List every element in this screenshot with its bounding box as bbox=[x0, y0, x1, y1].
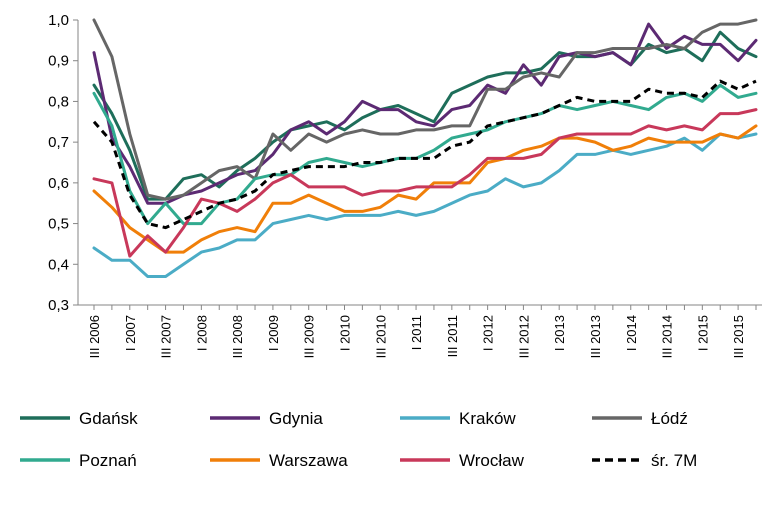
y-axis-ticks: 0,3 0,4 0,5 0,6 0,7 0,8 0,9 1,0 bbox=[48, 12, 78, 314]
x-tick-label: I 2007 bbox=[123, 315, 138, 351]
chart-axes bbox=[77, 20, 762, 306]
legend-item-4: Poznań bbox=[20, 451, 137, 470]
legend-item-3: Łódź bbox=[592, 409, 688, 428]
x-tick-label: I 2013 bbox=[552, 315, 567, 351]
x-tick-label: I 2015 bbox=[695, 315, 710, 351]
x-tick-label: I 2012 bbox=[481, 315, 496, 351]
legend-item-1: Gdynia bbox=[210, 409, 323, 428]
legend-label: Gdańsk bbox=[79, 409, 138, 428]
legend-label: Gdynia bbox=[269, 409, 323, 428]
legend-label: Łódź bbox=[651, 409, 688, 428]
legend-label: Poznań bbox=[79, 451, 137, 470]
series-line-3 bbox=[92, 18, 758, 201]
legend-item-6: Wrocław bbox=[400, 451, 525, 470]
x-tick-label: III 2007 bbox=[159, 315, 174, 358]
x-tick-label: III 2012 bbox=[516, 315, 531, 358]
series-line-5 bbox=[92, 124, 758, 254]
legend-label: śr. 7M bbox=[651, 451, 697, 470]
chart-legend: Gdańsk Gdynia Kraków Łódź Poznań Warszawa Wroc… bbox=[20, 409, 697, 470]
x-tick-label: I 2014 bbox=[624, 315, 639, 351]
y-tick-label: 0,9 bbox=[48, 53, 69, 70]
legend-label: Kraków bbox=[459, 409, 516, 428]
y-tick-label: 1,0 bbox=[48, 12, 69, 29]
legend-item-0: Gdańsk bbox=[20, 409, 138, 428]
y-tick-label: 0,4 bbox=[48, 256, 69, 273]
legend-label: Warszawa bbox=[269, 451, 348, 470]
x-tick-label: III 2008 bbox=[230, 315, 245, 358]
series-line-0 bbox=[92, 30, 758, 201]
x-tick-label: I 2011 bbox=[409, 315, 424, 350]
legend-item-7: śr. 7M bbox=[592, 451, 697, 470]
chart-series bbox=[92, 18, 758, 278]
legend-item-2: Kraków bbox=[400, 409, 516, 428]
x-tick-label: III 2009 bbox=[302, 315, 317, 358]
legend-item-5: Warszawa bbox=[210, 451, 348, 470]
y-tick-label: 0,8 bbox=[48, 93, 69, 110]
legend-label: Wrocław bbox=[459, 451, 525, 470]
x-axis-ticks: III 2006 I 2007 III 2007 I 2008 III 2008 I 20… bbox=[87, 305, 757, 358]
y-tick-label: 0,7 bbox=[48, 134, 69, 151]
series-line-1 bbox=[92, 22, 758, 205]
y-tick-label: 0,3 bbox=[48, 297, 69, 314]
x-tick-label: I 2008 bbox=[194, 315, 209, 351]
x-tick-label: III 2013 bbox=[588, 315, 603, 358]
x-tick-label: I 2009 bbox=[266, 315, 281, 351]
series-line-2 bbox=[92, 132, 758, 278]
series-line-4 bbox=[92, 83, 758, 226]
x-tick-label: III 2015 bbox=[731, 315, 746, 358]
y-tick-label: 0,5 bbox=[48, 216, 69, 233]
x-tick-label: III 2011 bbox=[445, 315, 460, 357]
series-line-6 bbox=[92, 108, 758, 258]
x-tick-label: III 2006 bbox=[87, 315, 102, 358]
x-tick-label: III 2010 bbox=[373, 315, 388, 358]
x-tick-label: I 2010 bbox=[337, 315, 352, 351]
y-tick-label: 0,6 bbox=[48, 175, 69, 192]
series-line-7 bbox=[92, 79, 757, 230]
x-tick-label: III 2014 bbox=[660, 315, 675, 358]
